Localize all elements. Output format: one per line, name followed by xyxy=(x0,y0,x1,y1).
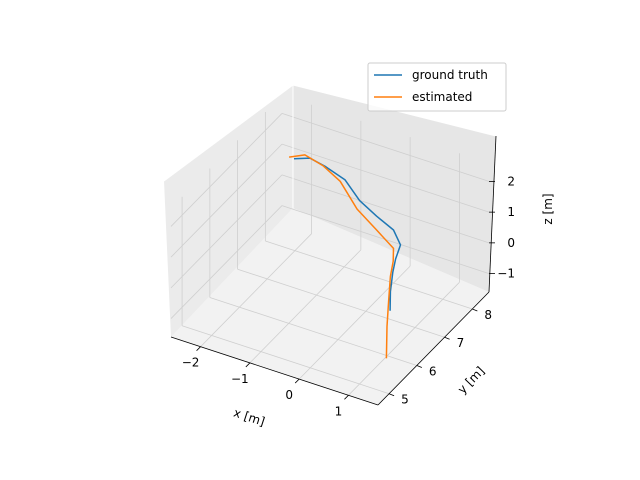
x-tick-mark xyxy=(196,346,201,351)
grid-line xyxy=(181,325,390,395)
series-lines xyxy=(288,154,402,359)
z-axis-label: z [m] xyxy=(541,193,555,224)
x-tick-label: −1 xyxy=(231,372,249,386)
grid-line xyxy=(348,282,460,396)
grid-line xyxy=(281,174,490,244)
legend-box xyxy=(367,62,507,112)
grid-line xyxy=(200,233,312,347)
grid-line xyxy=(209,297,417,366)
x-axis-label: x [m] xyxy=(232,406,267,429)
z-tick-label: 2 xyxy=(507,174,515,188)
series-line-estimated xyxy=(288,154,395,359)
right-back-pane xyxy=(293,85,496,292)
grid-line xyxy=(281,113,490,182)
x-axis-line xyxy=(170,336,379,406)
grid-line xyxy=(170,143,283,258)
y-tick-mark xyxy=(472,308,478,312)
grid-line xyxy=(265,240,473,310)
left-back-pane xyxy=(164,85,293,337)
y-tick-mark xyxy=(444,336,450,340)
legend-label-estimated: estimated xyxy=(412,90,472,104)
legend: ground truth estimated xyxy=(367,62,507,112)
z-tick-label: 0 xyxy=(507,236,515,250)
grid-line xyxy=(249,249,362,364)
y-tick-label: 8 xyxy=(484,308,492,322)
grid-line xyxy=(170,113,283,227)
grid-line xyxy=(281,143,490,213)
x-tick-label: 0 xyxy=(285,388,293,402)
axis-lines xyxy=(170,135,497,406)
y-axis-line xyxy=(377,291,490,406)
z-tick-label: −1 xyxy=(497,267,515,281)
tick-marks-and-labels: −2 −1 0 1 5 6 7 8 −1 0 1 2 xyxy=(182,174,515,418)
x-tick-mark xyxy=(245,362,251,368)
y-tick-label: 6 xyxy=(429,364,437,378)
y-axis-label: y [m] xyxy=(455,364,487,397)
x-tick-mark xyxy=(344,395,349,400)
y-tick-mark xyxy=(388,393,395,397)
x-tick-label: −2 xyxy=(182,356,200,370)
x-tick-label: 1 xyxy=(335,404,343,418)
z-axis-line xyxy=(488,135,497,293)
grid-line xyxy=(170,205,283,319)
grid-lines xyxy=(170,104,490,396)
x-tick-mark xyxy=(294,378,300,384)
y-tick-label: 7 xyxy=(457,336,465,350)
y-tick-mark xyxy=(416,365,422,368)
legend-label-ground-truth: ground truth xyxy=(412,68,488,82)
grid-line xyxy=(237,268,445,338)
floor-pane xyxy=(171,208,489,405)
grid-line xyxy=(170,174,283,289)
y-tick-label: 5 xyxy=(401,393,409,407)
pane-edge xyxy=(163,84,294,182)
axes-panes xyxy=(164,85,496,405)
z-tick-label: 1 xyxy=(507,205,515,219)
